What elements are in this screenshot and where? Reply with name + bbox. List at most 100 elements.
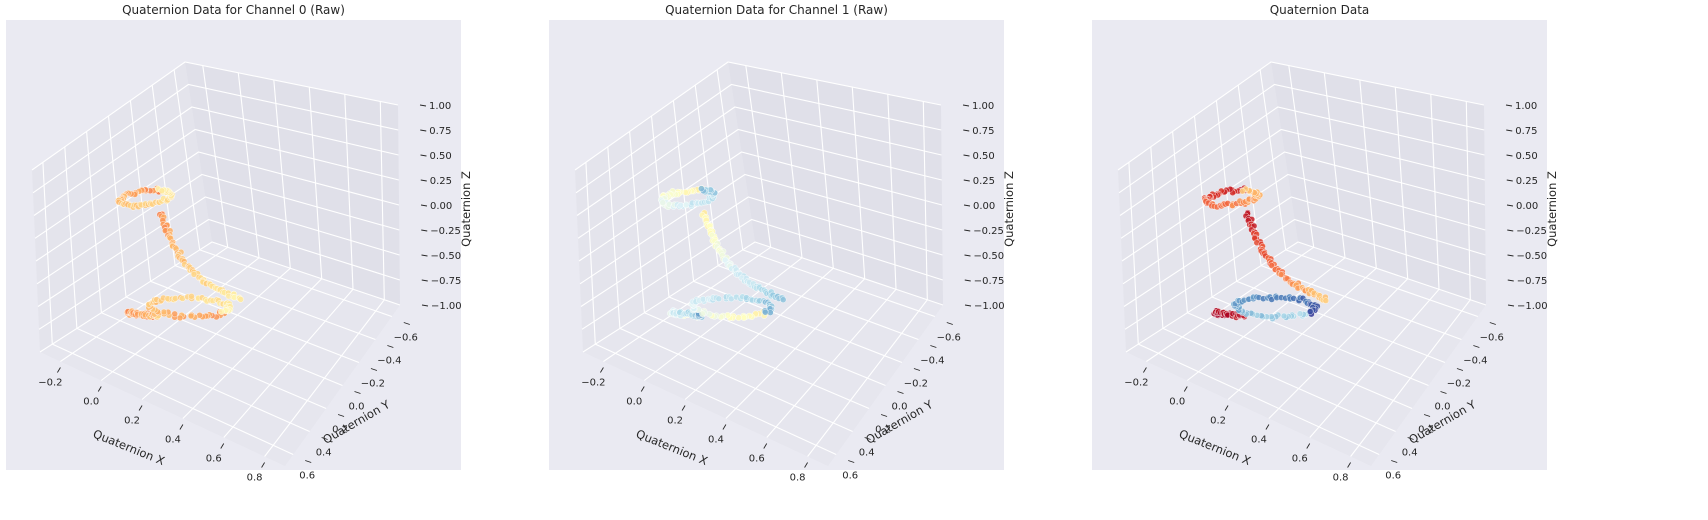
grid-line-z — [31, 61, 399, 171]
z-tick-mark — [1507, 304, 1515, 307]
x-tick-mark — [681, 405, 686, 411]
x-tick-label: 0.4 — [1251, 435, 1267, 446]
z-tick-label: −0.75 — [974, 276, 1005, 287]
grid-line-z — [582, 241, 944, 353]
z-tick-mark — [964, 254, 971, 257]
x-tick-mark — [640, 386, 645, 392]
data-point — [1280, 312, 1288, 320]
y-tick-label: 0.4 — [1402, 448, 1418, 459]
pane-z — [40, 242, 400, 466]
panel-title: Quaternion Data for Channel 1 (Raw) — [665, 3, 888, 17]
y-tick-mark — [354, 391, 361, 394]
z-tick-mark — [419, 104, 427, 107]
x-tick-label: 0.8 — [1333, 473, 1349, 484]
x-tick-mark — [179, 424, 184, 430]
z-tick-label: 1.00 — [1515, 101, 1537, 112]
grid-line-z — [581, 218, 943, 330]
x-tick-mark — [600, 367, 604, 373]
y-tick-label: 0.6 — [842, 471, 858, 482]
y-tick-mark — [1473, 345, 1480, 348]
grid-line-z — [1118, 83, 1485, 194]
x-tick-mark — [1347, 462, 1351, 468]
x-tick-mark — [97, 386, 102, 392]
grid-line-z — [576, 106, 942, 216]
pane-z — [1126, 242, 1486, 466]
x-tick-label: 0.2 — [1210, 416, 1226, 427]
y-tick-mark — [913, 368, 921, 371]
x-tick-mark — [138, 405, 143, 411]
z-tick-mark — [963, 129, 970, 132]
y-tick-mark — [1489, 322, 1496, 325]
y-tick-label: −0.6 — [1480, 333, 1504, 344]
data-point — [715, 295, 723, 302]
x-tick-mark — [1265, 424, 1270, 430]
y-tick-label: 0.4 — [316, 448, 332, 459]
y-tick-mark — [946, 322, 953, 325]
y-tick-label: 0.2 — [1418, 425, 1434, 436]
x-tick-mark — [1143, 367, 1147, 373]
y-tick-mark — [1391, 460, 1398, 463]
y-tick-label: 0.4 — [859, 448, 875, 459]
y-tick-label: −0.2 — [1447, 379, 1471, 390]
z-tick-mark — [421, 254, 428, 257]
z-tick-mark — [421, 304, 429, 307]
y-tick-mark — [880, 414, 888, 417]
grid-line-z — [1119, 106, 1485, 216]
y-tick-label: −0.4 — [920, 356, 944, 367]
z-tick-label: 0.75 — [972, 126, 994, 137]
y-tick-label: 0.0 — [349, 402, 365, 413]
y-tick-mark — [864, 437, 871, 440]
y-tick-mark — [1407, 437, 1414, 440]
cluster-2 — [156, 210, 244, 303]
x-tick-label: 0.6 — [749, 454, 765, 465]
x-tick-label: 0.2 — [124, 416, 140, 427]
y-tick-label: −0.2 — [361, 379, 385, 390]
z-axis-label: Quaternion Z — [459, 171, 473, 247]
data-point — [779, 296, 787, 303]
data-point — [659, 199, 667, 206]
panel-channel-1: Quaternion Data for Channel 1 (Raw) −0.2… — [549, 3, 1016, 484]
grid-line-z — [37, 196, 400, 307]
z-tick-label: 0.00 — [1516, 201, 1538, 212]
z-axis-label: Quaternion Z — [1545, 171, 1559, 247]
y-tick-label: 0.2 — [875, 425, 891, 436]
z-tick-mark — [1507, 229, 1514, 232]
data-point — [237, 296, 244, 303]
x-tick-label: 0.6 — [1292, 454, 1308, 465]
x-tick-label: 0.2 — [667, 416, 683, 427]
data-point — [1306, 308, 1314, 315]
y-tick-mark — [1423, 414, 1431, 417]
data-point — [699, 310, 706, 317]
x-tick-label: −0.2 — [581, 378, 605, 389]
data-point — [740, 314, 748, 321]
data-point — [188, 293, 195, 300]
y-tick-label: 0.2 — [332, 425, 348, 436]
grid-line-z — [578, 151, 943, 262]
z-tick-label: 1.00 — [972, 101, 994, 112]
grid-line-z — [1117, 61, 1485, 171]
z-tick-label: −1.00 — [974, 301, 1005, 312]
z-tick-mark — [963, 179, 970, 182]
z-tick-mark — [963, 204, 971, 207]
z-tick-mark — [1506, 179, 1513, 182]
grid-line-z — [1122, 173, 1486, 285]
z-tick-label: −0.25 — [430, 226, 461, 237]
cluster-1 — [1201, 184, 1264, 211]
data-point — [171, 310, 178, 318]
cluster-1 — [657, 185, 719, 210]
data-point — [218, 308, 225, 315]
grid-line-z — [1124, 218, 1486, 330]
y-tick-mark — [403, 322, 410, 325]
z-tick-mark — [964, 229, 971, 232]
z-tick-mark — [420, 129, 427, 132]
grid-line-z — [33, 106, 399, 216]
cluster-1 — [114, 185, 176, 211]
z-tick-mark — [421, 279, 428, 282]
data-point — [762, 309, 769, 316]
z-tick-label: −1.00 — [431, 301, 462, 312]
y-tick-mark — [387, 345, 394, 348]
z-tick-mark — [1505, 104, 1513, 107]
panel-combined: Quaternion Data −0.2 0.0 0.2 0.4 0.6 0.8 −0.6 −… — [1092, 3, 1559, 484]
y-tick-mark — [897, 391, 904, 394]
grid-line-z — [34, 128, 399, 239]
